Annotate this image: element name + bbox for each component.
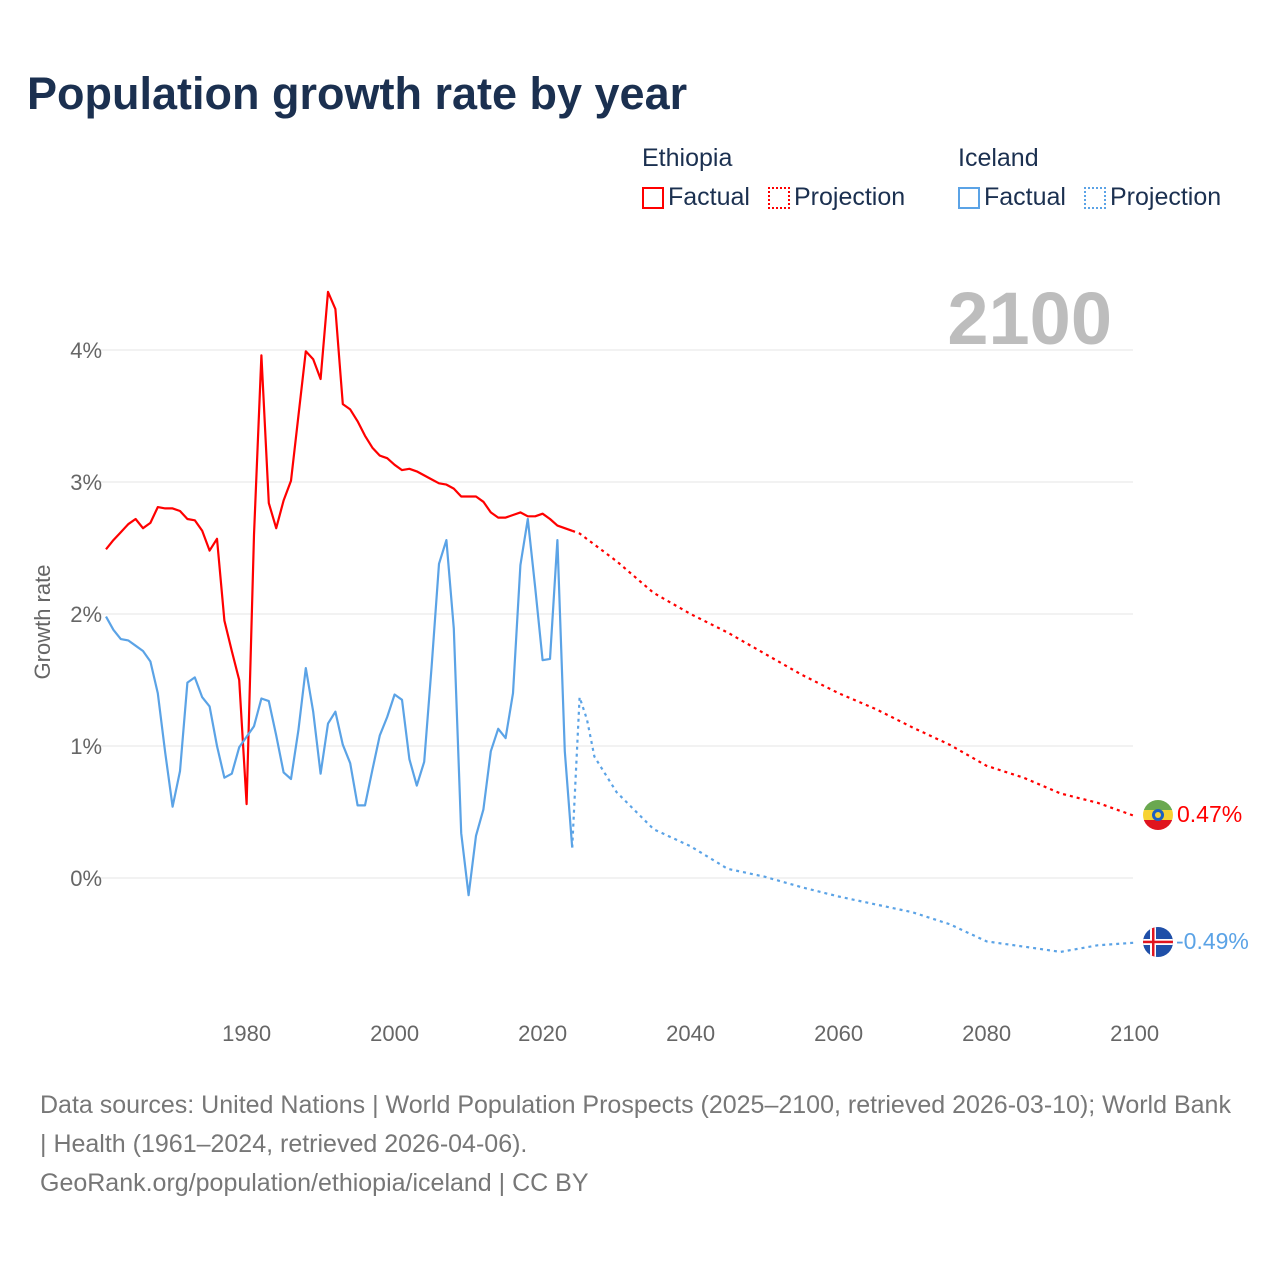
- year-badge: 2100: [947, 277, 1112, 360]
- ethiopia-factual-line: [105, 290, 573, 806]
- x-tick-label: 2020: [518, 1021, 567, 1046]
- legend-label: Projection: [1109, 183, 1222, 211]
- y-tick-label: 4%: [70, 338, 102, 363]
- x-tick-label: 2060: [814, 1021, 863, 1046]
- legend-label: Projection: [793, 183, 906, 211]
- legend-iceland-factual[interactable]: Factual: [958, 183, 1066, 212]
- y-tick-label: 1%: [70, 734, 102, 759]
- iceland-flag-icon: [1143, 927, 1173, 957]
- dotted-swatch-icon: [1083, 186, 1106, 209]
- y-tick-label: 3%: [70, 470, 102, 495]
- ethiopia-projection-line: [571, 529, 1135, 818]
- iceland-end-label: -0.49%: [1176, 928, 1249, 954]
- ethiopia-flag-icon: [1143, 800, 1173, 830]
- legend-group-label: Ethiopia: [642, 144, 733, 172]
- solid-swatch-icon: [642, 186, 664, 209]
- legend-group-label: Iceland: [958, 144, 1039, 172]
- y-tick-label: 0%: [70, 866, 102, 891]
- legend-iceland-projection[interactable]: Projection: [1083, 183, 1222, 212]
- ethiopia-end-label: 0.47%: [1177, 801, 1242, 827]
- source-link[interactable]: GeoRank.org/population/ethiopia/iceland …: [40, 1169, 589, 1197]
- legend-ethiopia-factual[interactable]: Factual: [642, 183, 750, 212]
- y-tick-label: 2%: [70, 602, 102, 627]
- x-tick-label: 1980: [222, 1021, 271, 1046]
- iceland-factual-line: [105, 517, 574, 897]
- x-tick-label: 2040: [666, 1021, 715, 1046]
- chart-title: Population growth rate by year: [27, 68, 688, 119]
- legend-label: Factual: [984, 183, 1066, 211]
- solid-swatch-icon: [958, 186, 980, 209]
- data-sources: Data sources: United Nations | World Pop…: [40, 1091, 1231, 1158]
- x-tick-label: 2100: [1110, 1021, 1159, 1046]
- dotted-swatch-icon: [767, 186, 790, 209]
- x-tick-label: 2000: [370, 1021, 419, 1046]
- legend-label: Factual: [668, 183, 750, 211]
- footer: Data sources: United Nations | World Pop…: [40, 1086, 1240, 1203]
- legend-ethiopia: Ethiopia Factual Projection: [642, 144, 917, 212]
- x-tick-label: 2080: [962, 1021, 1011, 1046]
- legend-ethiopia-projection[interactable]: Projection: [767, 183, 906, 212]
- legend-iceland: Iceland Factual Projection: [958, 144, 1233, 212]
- y-axis-label: Growth rate: [30, 565, 55, 680]
- iceland-projection-line: [571, 696, 1135, 953]
